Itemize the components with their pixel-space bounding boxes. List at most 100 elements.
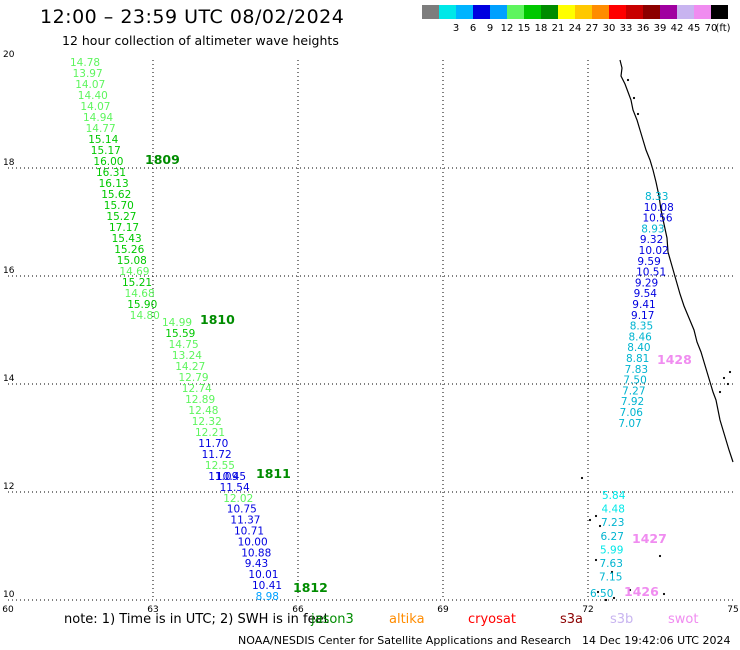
track-id-label: 1427	[632, 531, 667, 546]
swh-value-label: 7.23	[601, 517, 624, 529]
satellite-jason3-label: jason3	[311, 612, 354, 627]
swh-value-label: 12.48	[188, 405, 218, 417]
swh-value-label: 7.15	[599, 572, 622, 584]
swh-value-label: 15.70	[104, 200, 134, 212]
swh-value-label: 8.35	[630, 321, 653, 333]
swh-value-label: 9.41	[632, 299, 655, 311]
swh-value-label: 9.59	[637, 256, 660, 268]
map-title: 12:00 – 23:59 UTC 08/02/2024	[40, 6, 345, 28]
swh-value-label: 9.54	[634, 288, 658, 300]
swh-value-label: 16.13	[99, 178, 129, 190]
satellite-s3b-label: s3b	[610, 612, 634, 627]
swh-value-label: 6.50	[590, 588, 613, 600]
swh-value-label: 16.31	[96, 167, 126, 179]
satellite-swot-label: swot	[668, 612, 699, 627]
lat-tick-label: 14	[3, 374, 15, 384]
color-swatch	[422, 5, 439, 19]
lon-tick-label: 72	[582, 605, 593, 615]
lat-tick-label: 16	[3, 266, 15, 276]
swh-value-label: 14.99	[162, 317, 192, 329]
swh-value-label: 15.27	[106, 211, 136, 223]
color-scale-label: 12	[500, 23, 514, 34]
swh-value-label: 11.72	[202, 449, 232, 461]
swh-value-label: 8.93	[641, 223, 664, 235]
swh-value-label: 7.50	[623, 375, 646, 387]
swh-value-label: 15.14	[88, 134, 118, 146]
swh-value-label: 9.32	[640, 234, 663, 246]
color-swatch	[558, 5, 575, 19]
swh-value-label: 8.81	[626, 353, 649, 365]
swh-value-label: 7.63	[600, 558, 623, 570]
swh-value-label: 8.46	[628, 331, 652, 343]
track-id-label: 1809	[145, 152, 180, 167]
swh-value-label: 10.71	[234, 526, 264, 538]
satellite-altika-label: altika	[389, 612, 425, 627]
swh-value-label: 10.01	[248, 569, 278, 581]
swh-value-label: 6.27	[601, 531, 624, 543]
map-subtitle: 12 hour collection of altimeter wave hei…	[62, 33, 339, 48]
swh-value-label: 16.00	[93, 156, 123, 168]
color-swatch	[711, 5, 728, 19]
color-scale-label: 33	[619, 23, 633, 34]
swh-value-label: 8.40	[627, 342, 650, 354]
color-swatch	[694, 5, 711, 19]
color-swatch	[592, 5, 609, 19]
swh-value-label: 14.27	[175, 361, 205, 373]
swh-value-label: 14.75	[169, 339, 199, 351]
island-speck	[626, 78, 630, 82]
color-swatch	[643, 5, 660, 19]
swh-value-label: 14.80	[130, 310, 160, 322]
color-scale-unit: (ft)	[715, 23, 731, 34]
color-scale-label: 42	[670, 23, 684, 34]
swh-value-label: 14.07	[80, 101, 110, 113]
swh-value-label: 15.59	[165, 328, 195, 340]
track-id-label: 1811	[256, 466, 291, 481]
swh-value-label: 7.07	[618, 418, 641, 430]
swh-value-label: 14.77	[86, 123, 116, 135]
color-scale-label: 39	[653, 23, 667, 34]
color-scale-label: 30	[602, 23, 616, 34]
island-speck	[594, 514, 598, 518]
color-scale-label: 6	[469, 23, 477, 34]
swh-value-label: 8.98	[256, 591, 279, 603]
swh-value-label: 5.84	[602, 490, 626, 502]
swh-value-label: 7.83	[625, 364, 648, 376]
swh-value-label: 13.24	[172, 350, 202, 362]
swh-value-label: 11.54	[220, 482, 250, 494]
swh-value-label: 14.68	[125, 288, 155, 300]
track-id-label: 1812	[293, 580, 328, 595]
swh-value-label: 13.97	[73, 68, 103, 80]
lon-tick-label: 60	[2, 605, 14, 615]
swh-value-label: 12.32	[192, 416, 222, 428]
swh-value-label: 10.02	[639, 245, 669, 257]
island-speck	[580, 476, 584, 480]
island-speck	[612, 596, 616, 600]
swh-value-label: 7.27	[622, 385, 645, 397]
swh-value-label: 11.09	[208, 471, 238, 483]
color-swatch	[456, 5, 473, 19]
island-speck	[728, 370, 732, 374]
island-speck	[662, 592, 666, 596]
note-text: note: 1) Time is in UTC; 2) SWH is in fe…	[64, 612, 329, 627]
swh-value-label: 12.02	[223, 493, 253, 505]
swh-value-label: 10.08	[644, 202, 674, 214]
island-speck	[636, 112, 640, 116]
color-swatch	[575, 5, 592, 19]
island-speck	[718, 390, 722, 394]
color-scale-label: 24	[568, 23, 582, 34]
color-scale-label: 9	[486, 23, 494, 34]
swh-value-label: 10.56	[642, 213, 672, 225]
swh-value-label: 12.74	[182, 383, 212, 395]
color-swatch	[626, 5, 643, 19]
swh-value-label: 14.69	[119, 266, 149, 278]
color-scale-label: 27	[585, 23, 599, 34]
island-speck	[632, 96, 636, 100]
swh-value-label: 11.37	[230, 515, 260, 527]
color-scale-label: 45	[687, 23, 701, 34]
island-speck	[722, 376, 726, 380]
color-swatch	[677, 5, 694, 19]
lon-tick-label: 63	[147, 605, 158, 615]
lat-tick-label: 10	[3, 590, 15, 600]
lat-tick-label: 20	[3, 50, 15, 60]
